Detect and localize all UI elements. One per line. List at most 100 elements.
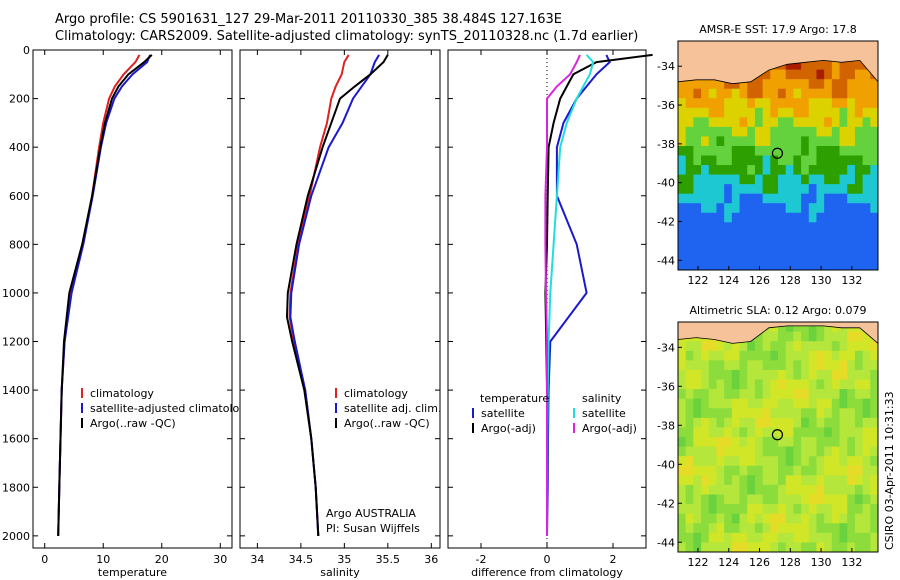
map-cell xyxy=(785,446,794,457)
map-cell xyxy=(770,231,779,242)
map-cell xyxy=(808,107,817,118)
map-cell xyxy=(747,484,756,495)
map-cell xyxy=(716,231,725,242)
map-cell xyxy=(847,241,856,252)
map-cell xyxy=(770,446,779,457)
map-cell xyxy=(801,231,810,242)
x-tick-label: 128 xyxy=(780,274,801,287)
map-cell xyxy=(762,494,771,505)
map-cell xyxy=(678,231,687,242)
map-cell xyxy=(870,465,879,476)
map-cell xyxy=(870,155,879,166)
map-cell xyxy=(762,369,771,380)
map-cell xyxy=(808,523,817,534)
map-cell xyxy=(701,174,710,185)
map-cell xyxy=(816,136,825,147)
map-cell xyxy=(747,184,756,195)
map-cell xyxy=(801,504,810,515)
map-cell xyxy=(785,532,794,543)
map-cell xyxy=(854,513,864,524)
map-cell xyxy=(739,398,748,409)
map-cell xyxy=(770,398,779,409)
map-cell xyxy=(716,456,725,467)
map-cell xyxy=(701,241,710,252)
map-cell xyxy=(678,417,687,428)
map-cell xyxy=(854,446,864,457)
map-cell xyxy=(793,69,802,80)
map-cell xyxy=(831,107,841,118)
map-cell xyxy=(824,136,833,147)
map-cell xyxy=(754,222,764,233)
map-cell xyxy=(685,260,694,271)
x-tick-label: 126 xyxy=(749,274,770,287)
map-cell xyxy=(801,341,810,352)
map-cell xyxy=(754,145,764,156)
map-cell xyxy=(731,504,741,515)
map-cell xyxy=(808,398,817,409)
map-cell xyxy=(708,379,717,390)
map-cell xyxy=(754,250,764,261)
map-cell xyxy=(693,193,702,204)
map-cell xyxy=(724,107,733,118)
map-cell xyxy=(678,117,687,128)
map-cell xyxy=(870,484,879,495)
map-cell xyxy=(862,88,871,99)
map-cell xyxy=(862,250,871,261)
map-cell xyxy=(724,494,733,505)
map-frame xyxy=(677,40,879,271)
map-cell xyxy=(854,231,864,242)
map-cell xyxy=(708,165,717,176)
map-cell xyxy=(747,369,756,380)
map-cell xyxy=(685,79,694,90)
map-cell xyxy=(808,165,817,176)
map-cell xyxy=(816,513,825,524)
map-cell xyxy=(778,331,787,342)
map-cell xyxy=(724,504,733,515)
map-cell xyxy=(739,155,748,166)
map-cell xyxy=(854,341,864,352)
map-cell xyxy=(839,437,848,448)
map-cell xyxy=(793,222,802,233)
map-cell xyxy=(693,145,702,156)
map-cell xyxy=(824,475,833,486)
map-cell xyxy=(785,523,794,534)
map-cell xyxy=(831,174,841,185)
map-cell xyxy=(824,184,833,195)
map-cell xyxy=(854,117,864,128)
map-cell xyxy=(854,107,864,118)
map-cell xyxy=(770,379,779,390)
x-tick-label: 130 xyxy=(811,556,832,569)
map-cell xyxy=(678,79,687,90)
map-cell xyxy=(824,369,833,380)
map-cell xyxy=(831,341,841,352)
map-cell xyxy=(808,117,817,128)
map-cell xyxy=(785,389,794,400)
map-cell xyxy=(678,260,687,271)
map-cell xyxy=(847,222,856,233)
map-cell xyxy=(685,155,694,166)
map-cell xyxy=(801,398,810,409)
map-cell xyxy=(724,98,733,109)
map-cell xyxy=(770,98,779,109)
map-cell xyxy=(862,427,871,438)
map-cell xyxy=(778,98,787,109)
map-cell xyxy=(824,532,833,543)
map-cell xyxy=(747,165,756,176)
map-cell xyxy=(778,341,787,352)
map-cell xyxy=(862,241,871,252)
map-cell xyxy=(778,523,787,534)
y-tick-label: -42 xyxy=(657,497,675,510)
map-cell xyxy=(824,241,833,252)
map-cell xyxy=(870,203,879,214)
map-cell xyxy=(678,513,687,524)
map-cell xyxy=(693,107,702,118)
map-cell xyxy=(839,241,848,252)
map-cell xyxy=(762,107,771,118)
map-cell xyxy=(778,193,787,204)
map-cell xyxy=(839,126,848,137)
map-cell xyxy=(754,184,764,195)
map-cell xyxy=(724,475,733,486)
map-cell xyxy=(816,532,825,543)
map-cell xyxy=(762,241,771,252)
map-cell xyxy=(708,193,717,204)
